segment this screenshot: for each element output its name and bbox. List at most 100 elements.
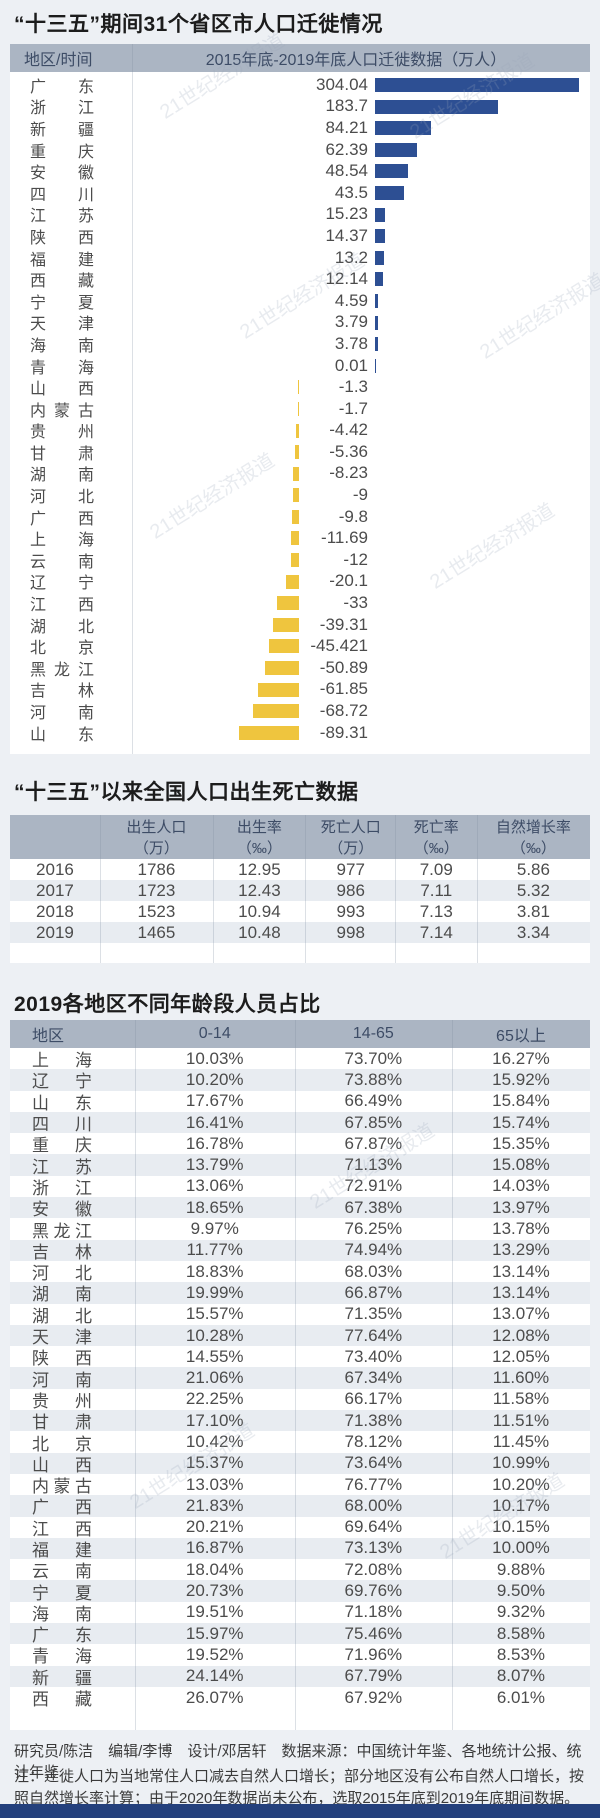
percent-cell: 24.14% bbox=[185, 1666, 244, 1686]
migration-value: -50.89 bbox=[319, 657, 368, 677]
name-char: 建 bbox=[75, 1540, 92, 1560]
name-char: 西 bbox=[77, 597, 94, 615]
percent-cell: 13.78% bbox=[492, 1219, 550, 1239]
percent-cell: 76.77% bbox=[344, 1474, 403, 1494]
table-divider bbox=[213, 815, 214, 963]
name-char: 江 bbox=[77, 100, 94, 118]
table-row: 云南 18.04% 72.08% 9.88% bbox=[10, 1559, 590, 1582]
region-label: 黑龙江 bbox=[30, 657, 94, 679]
name-char: 北 bbox=[77, 489, 94, 507]
migration-bar bbox=[375, 142, 417, 157]
bd-cell: 986 bbox=[336, 880, 365, 900]
region-label: 江苏 bbox=[32, 1153, 92, 1178]
name-char: 东 bbox=[77, 78, 94, 96]
percent-cell: 17.67% bbox=[185, 1091, 244, 1111]
region-cell: 重庆 bbox=[10, 1131, 135, 1156]
name-char: 南 bbox=[75, 1604, 92, 1624]
name-char: 北 bbox=[32, 1434, 49, 1454]
percent-cell: 11.77% bbox=[186, 1240, 243, 1260]
name-char: 蒙 bbox=[53, 1477, 71, 1497]
migration-value: 12.14 bbox=[325, 269, 368, 289]
region-label: 青海 bbox=[30, 355, 94, 377]
region-label: 广西 bbox=[32, 1493, 92, 1518]
age-table-title: 2019各地区不同年龄段人员占比 bbox=[14, 993, 321, 1016]
migration-bar bbox=[375, 250, 384, 265]
region-cell: 湖南 bbox=[10, 1280, 135, 1305]
migration-value: -89.31 bbox=[319, 722, 368, 742]
table-row: 广东 15.97% 75.46% 8.58% bbox=[10, 1623, 590, 1645]
name-char: 上 bbox=[32, 1051, 49, 1071]
name-char: 甘 bbox=[30, 445, 47, 463]
percent-cell: 10.20% bbox=[185, 1069, 244, 1089]
name-char: 南 bbox=[77, 705, 94, 723]
name-char: 黑 bbox=[32, 1221, 49, 1241]
name-char: 福 bbox=[30, 251, 47, 269]
chart-header-region-label: 地区/时间 bbox=[24, 52, 93, 69]
table-row: 江苏 13.79% 71.13% 15.08% bbox=[10, 1153, 590, 1178]
bd-cell: 1465 bbox=[137, 922, 176, 942]
region-cell: 安徽 bbox=[10, 1195, 135, 1220]
migration-value: 13.2 bbox=[334, 247, 368, 267]
birth-death-table-card: 出生人口 （万） 出生率 （‰） 死亡人口 （万） 死亡率 （‰） 自然增长率 （‰） 2016 1… bbox=[10, 815, 590, 963]
percent-cell: 9.88% bbox=[496, 1559, 546, 1579]
percent-cell: 71.38% bbox=[344, 1410, 403, 1430]
name-char: 南 bbox=[75, 1370, 92, 1390]
chart-row: 广西 -9.8 bbox=[10, 506, 590, 528]
name-char: 陕 bbox=[30, 229, 47, 247]
bd-cell: 3.81 bbox=[516, 901, 550, 921]
name-char: 安 bbox=[32, 1200, 49, 1220]
name-char: 江 bbox=[75, 1178, 92, 1198]
note-text: 注：迁徙人口为当地常住人口减去自然人口增长；部分地区没有公布自然人口增长，按照自… bbox=[14, 1768, 585, 1807]
table-divider bbox=[452, 1020, 453, 1730]
table-row: 2017 1723 12.43 986 7.11 5.32 bbox=[10, 880, 590, 901]
chart-row: 黑龙江 -50.89 bbox=[10, 657, 590, 679]
age-table-header: 地区 0-14 14-65 65以上 bbox=[10, 1020, 590, 1048]
table-row: 海南 19.51% 71.18% 9.32% bbox=[10, 1602, 590, 1624]
chart-header-data-label: 2015年底-2019年底人口迁徙数据（万人） bbox=[205, 52, 507, 69]
percent-cell: 17.10% bbox=[185, 1410, 244, 1430]
name-char: 林 bbox=[77, 683, 94, 701]
migration-value: -45.421 bbox=[310, 636, 368, 656]
percent-cell: 16.27% bbox=[492, 1048, 550, 1068]
bd-header-line1: 出生人口 bbox=[126, 819, 187, 836]
chart-column-divider bbox=[132, 44, 133, 754]
percent-cell: 18.04% bbox=[185, 1559, 244, 1579]
name-char: 庆 bbox=[75, 1136, 92, 1156]
name-char: 新 bbox=[30, 121, 47, 139]
birth-death-table-title: “十三五”以来全国人口出生死亡数据 bbox=[14, 781, 359, 804]
name-char: 吉 bbox=[32, 1242, 49, 1262]
name-char: 建 bbox=[77, 251, 94, 269]
percent-cell: 68.03% bbox=[344, 1261, 403, 1281]
bd-header-line2: （万） bbox=[133, 840, 179, 857]
name-char: 山 bbox=[32, 1093, 49, 1113]
migration-bar bbox=[272, 617, 299, 632]
table-row: 2018 1523 10.94 993 7.13 3.81 bbox=[10, 901, 590, 922]
migration-bar bbox=[292, 488, 299, 503]
region-label: 河南 bbox=[30, 700, 94, 722]
percent-cell: 67.38% bbox=[344, 1197, 403, 1217]
bd-header-cell: 死亡人口 （万） bbox=[306, 815, 396, 859]
percent-cell: 66.49% bbox=[344, 1091, 403, 1111]
region-label: 湖南 bbox=[30, 463, 94, 484]
migration-bar bbox=[292, 509, 299, 524]
bd-cell: 10.94 bbox=[238, 901, 281, 921]
percent-cell: 12.05% bbox=[492, 1346, 550, 1366]
name-char: 西 bbox=[32, 1690, 49, 1710]
region-label: 辽宁 bbox=[30, 571, 94, 592]
migration-bar bbox=[285, 574, 299, 589]
region-cell: 河南 bbox=[10, 1366, 135, 1391]
region-label: 天津 bbox=[30, 312, 94, 333]
migration-bar bbox=[268, 639, 299, 654]
name-char: 海 bbox=[77, 359, 94, 377]
name-char: 青 bbox=[32, 1647, 49, 1667]
bd-header-cell: 死亡率 （‰） bbox=[396, 815, 477, 859]
percent-cell: 15.37% bbox=[185, 1453, 244, 1473]
name-char: 浙 bbox=[30, 100, 47, 118]
region-label: 辽宁 bbox=[32, 1067, 92, 1092]
name-char: 西 bbox=[75, 1519, 92, 1539]
name-char: 川 bbox=[75, 1115, 92, 1135]
region-label: 河北 bbox=[32, 1259, 92, 1284]
bd-cell: 5.32 bbox=[516, 880, 550, 900]
chart-row: 吉林 -61.85 bbox=[10, 679, 590, 701]
chart-row: 浙江 183.7 bbox=[10, 96, 590, 118]
